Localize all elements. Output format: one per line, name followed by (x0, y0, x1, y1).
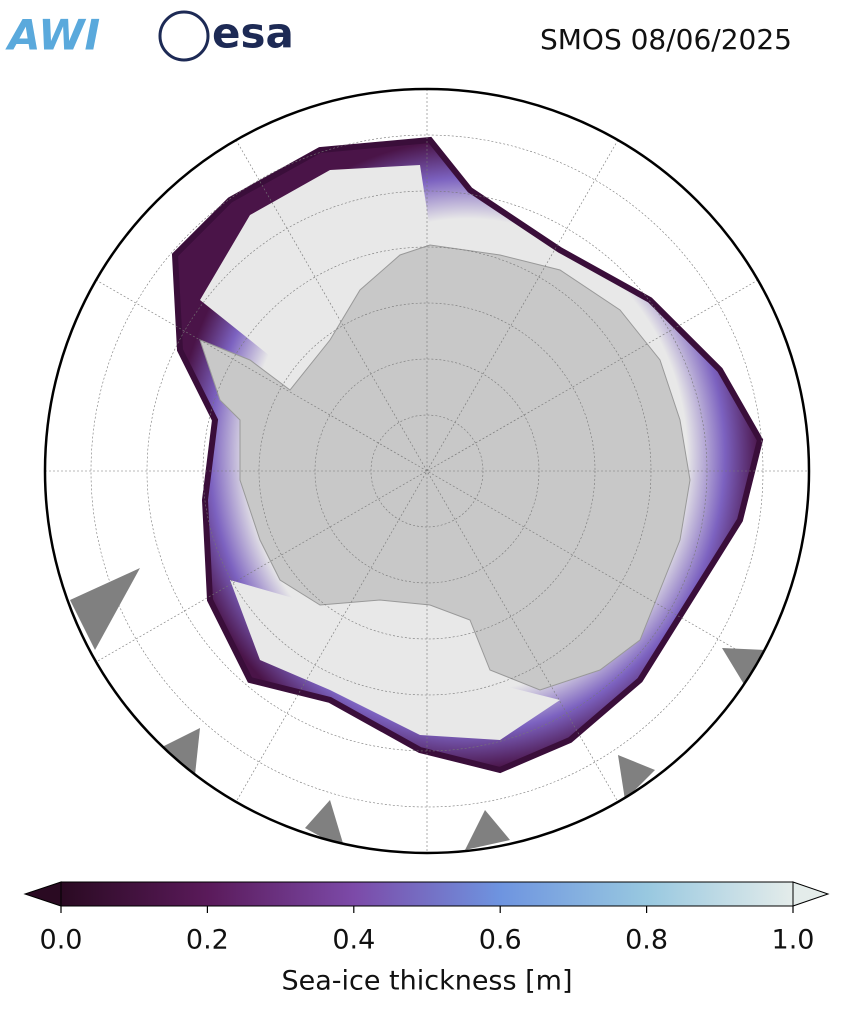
colorbar-tick-label: 0.4 (332, 925, 375, 956)
colorbar-tick-label: 0.6 (479, 925, 522, 956)
no-data (70, 568, 765, 850)
colorbar (23, 881, 830, 907)
weddell-ice (200, 165, 430, 380)
colorbar-extend-high (792, 881, 830, 907)
map (45, 89, 809, 853)
colorbar-extend-low (23, 881, 62, 907)
colorbar-ramp (60, 881, 794, 907)
colorbar-tick-label: 0.8 (625, 925, 668, 956)
colorbar-tick-label: 0.0 (40, 925, 83, 956)
esa-logo: esa (212, 9, 294, 58)
graticule (45, 89, 809, 853)
map-frame (43, 87, 811, 855)
colorbar-label: Sea-ice thickness [m] (281, 966, 572, 997)
awi-logo: AWI (5, 11, 100, 60)
colorbar-tick-label: 1.0 (772, 925, 815, 956)
colorbar-tick-label: 0.2 (186, 925, 229, 956)
antarctica (199, 244, 691, 691)
esa-emblem (158, 10, 210, 62)
ross-ice (230, 580, 560, 740)
title: SMOS 08/06/2025 (540, 23, 792, 56)
